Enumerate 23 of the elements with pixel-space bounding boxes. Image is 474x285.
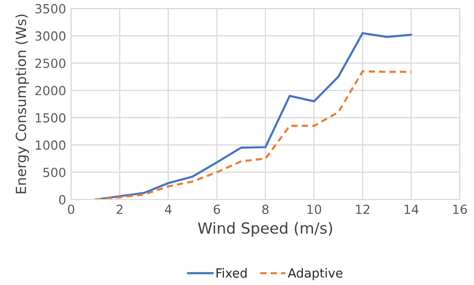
y-tick-label: 2500 bbox=[35, 58, 66, 68]
legend-label: Fixed bbox=[216, 268, 247, 278]
x-axis-title: Wind Speed (m/s) bbox=[198, 222, 332, 237]
y-tick-label: 0 bbox=[59, 194, 66, 204]
y-tick-label: 1000 bbox=[36, 140, 66, 150]
y-axis-title: Energy Consumption (Ws) bbox=[15, 14, 29, 194]
x-tick-label: 2 bbox=[116, 204, 122, 214]
x-tick-label: 0 bbox=[68, 204, 74, 214]
x-tick-label: 8 bbox=[262, 204, 269, 214]
y-tick-label: 3500 bbox=[35, 4, 66, 14]
x-tick-label: 12 bbox=[356, 204, 370, 214]
y-tick-label: 1500 bbox=[36, 113, 66, 123]
y-tick-label: 500 bbox=[43, 168, 66, 178]
x-tick-label: 6 bbox=[214, 204, 220, 214]
x-tick-label: 14 bbox=[404, 204, 418, 214]
legend-label: Adaptive bbox=[288, 268, 342, 280]
x-tick-label: 16 bbox=[453, 204, 467, 214]
x-tick-label: 10 bbox=[307, 204, 322, 214]
y-tick-label: 3000 bbox=[35, 31, 66, 41]
line-series bbox=[94, 32, 412, 200]
x-tick-label: 4 bbox=[164, 204, 172, 214]
y-tick-label: 2000 bbox=[35, 86, 66, 96]
line-series bbox=[94, 70, 412, 200]
